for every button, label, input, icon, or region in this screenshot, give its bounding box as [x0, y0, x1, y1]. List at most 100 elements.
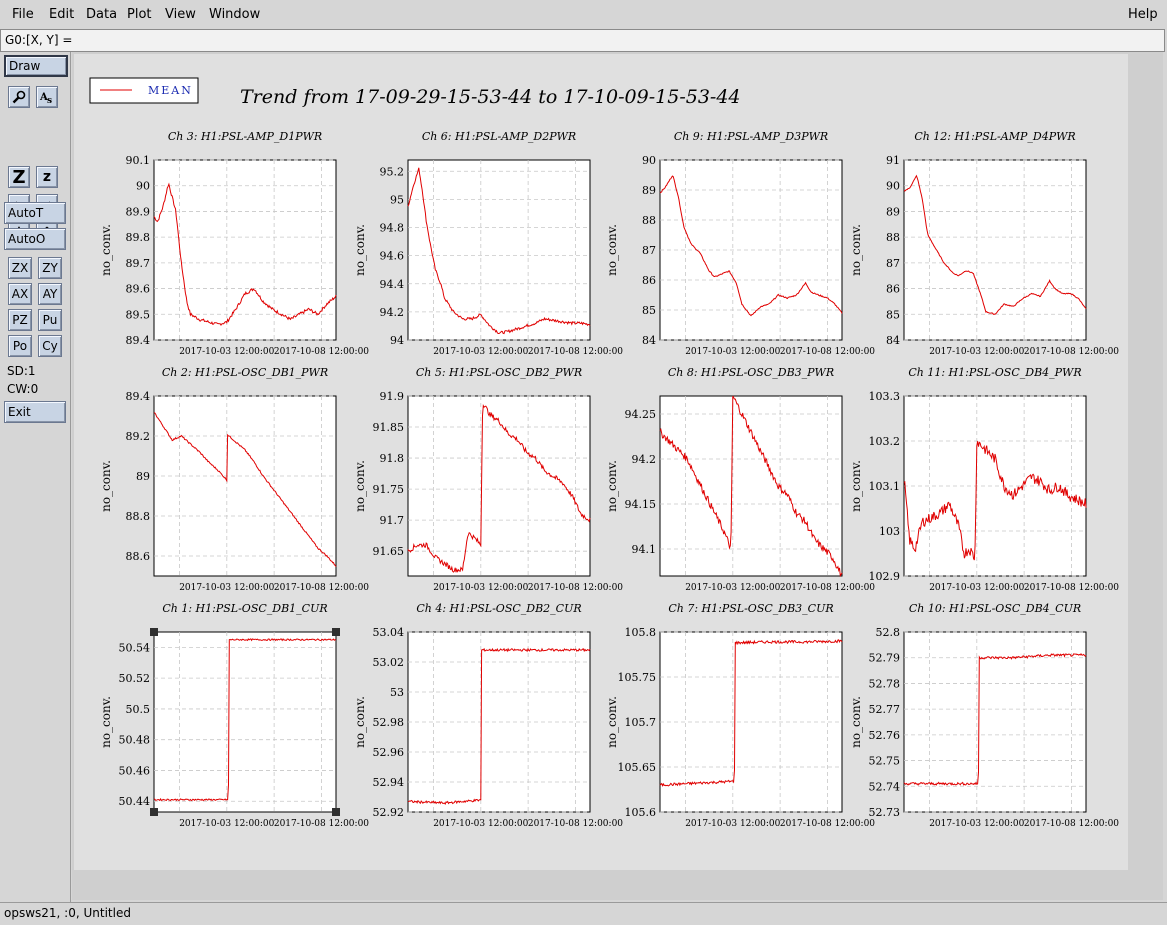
- y-tick-label: 103.3: [869, 390, 901, 403]
- chart-panel[interactable]: Ch 10: H1:PSL-OSC_DB4_CUR 52.8 52.79 52.78 5…: [849, 602, 1119, 829]
- chart-panel[interactable]: Ch 4: H1:PSL-OSC_DB2_CUR 53.04 53.02 53 52.9…: [353, 602, 623, 829]
- chart-panel[interactable]: Ch 11: H1:PSL-OSC_DB4_PWR 103.3 103.2 103.1…: [849, 366, 1119, 593]
- chart-panel[interactable]: Ch 7: H1:PSL-OSC_DB3_CUR 105.8 105.75 105.7…: [605, 602, 875, 829]
- chart-panel[interactable]: Ch 2: H1:PSL-OSC_DB1_PWR 89.4 89.2 89 88.8 88…: [99, 366, 369, 593]
- menu-view[interactable]: View: [165, 7, 196, 22]
- series-line: [407, 647, 591, 805]
- y-tick-label: 52.74: [869, 780, 901, 793]
- chart-title: Ch 6: H1:PSL-AMP_D2PWR: [422, 130, 576, 143]
- magnify-icon[interactable]: [8, 86, 30, 108]
- y-axis-label: no_conv.: [353, 224, 367, 276]
- y-tick-label: 91: [886, 154, 900, 167]
- x-tick-label: 2017-10-08 12:00:00: [528, 583, 623, 593]
- draw-button[interactable]: Draw: [4, 55, 68, 77]
- y-tick-label: 52.96: [373, 746, 405, 759]
- menu-data[interactable]: Data: [86, 7, 118, 22]
- sd-label: SD:1: [7, 364, 36, 378]
- y-tick-label: 90: [886, 180, 900, 193]
- chart-panel[interactable]: Ch 8: H1:PSL-OSC_DB3_PWR 94.25 94.2 94.15 94…: [605, 366, 875, 593]
- y-tick-label: 85: [886, 308, 900, 321]
- y-axis-label: no_conv.: [353, 460, 367, 512]
- zoom-out-icon[interactable]: z: [36, 166, 58, 188]
- y-tick-label: 91.75: [373, 483, 405, 496]
- y-axis-label: no_conv.: [99, 696, 113, 748]
- y-tick-label: 103: [879, 525, 900, 538]
- y-tick-label: 94.6: [380, 250, 405, 263]
- chart-panel[interactable]: Ch 3: H1:PSL-AMP_D1PWR 90.1 90 89.9 89.8 89.7…: [99, 130, 369, 357]
- zoom-in-icon[interactable]: Z: [8, 166, 30, 188]
- exit-button[interactable]: Exit: [4, 401, 66, 423]
- zy-button[interactable]: ZY: [38, 257, 62, 279]
- y-tick-label: 91.85: [373, 421, 405, 434]
- series-line: [153, 182, 337, 327]
- chart-title: Ch 11: H1:PSL-OSC_DB4_PWR: [908, 366, 1081, 379]
- y-axis-label: no_conv.: [605, 696, 619, 748]
- y-tick-label: 89: [886, 205, 900, 218]
- x-tick-label: 2017-10-03 12:00:00: [433, 583, 528, 593]
- series-line: [407, 404, 591, 573]
- y-tick-label: 89.7: [126, 257, 151, 270]
- zx-button[interactable]: ZX: [8, 257, 32, 279]
- autoo-button[interactable]: AutoO: [4, 228, 66, 250]
- autot-button[interactable]: AutoT: [4, 202, 66, 224]
- chart-panel[interactable]: Ch 6: H1:PSL-AMP_D2PWR 95.2 95 94.8 94.6 94.4…: [353, 130, 623, 357]
- y-tick-label: 88.6: [126, 550, 151, 563]
- page-title: Trend from 17-09-29-15-53-44 to 17-10-09…: [240, 86, 741, 108]
- selection-handle[interactable]: [332, 808, 340, 816]
- pu-button[interactable]: Pu: [38, 309, 62, 331]
- chart-title: Ch 4: H1:PSL-OSC_DB2_CUR: [416, 602, 581, 615]
- cw-label: CW:0: [7, 382, 39, 396]
- chart-panel[interactable]: Ch 12: H1:PSL-AMP_D4PWR 91 90 89 88 87 86 85 84 2…: [849, 130, 1119, 357]
- y-tick-label: 91.8: [380, 452, 405, 465]
- series-line: [903, 653, 1087, 786]
- x-tick-label: 2017-10-08 12:00:00: [528, 819, 623, 829]
- series-line: [407, 167, 591, 335]
- status-bar: opsws21, :0, Untitled: [0, 902, 1167, 925]
- y-tick-label: 94.8: [380, 222, 405, 235]
- y-tick-label: 50.48: [119, 734, 151, 747]
- plot-canvas[interactable]: MEAN Trend from 17-09-29-15-53-44 to 17-…: [74, 54, 1128, 870]
- chart-panel[interactable]: Ch 9: H1:PSL-AMP_D3PWR 90 89 88 87 86 85 84 2017…: [605, 130, 875, 357]
- ax-button[interactable]: AX: [8, 283, 32, 305]
- y-tick-label: 103.1: [869, 480, 901, 493]
- y-tick-label: 95: [390, 193, 404, 206]
- y-tick-label: 94.2: [380, 306, 405, 319]
- y-tick-label: 105.75: [618, 671, 657, 684]
- chart-panel[interactable]: Ch 1: H1:PSL-OSC_DB1_CUR 50.54 50.52 50.5 50…: [99, 602, 369, 829]
- cy-button[interactable]: Cy: [38, 335, 62, 357]
- y-tick-label: 89.5: [126, 308, 151, 321]
- y-tick-label: 52.98: [373, 716, 405, 729]
- ay-button[interactable]: AY: [38, 283, 62, 305]
- menu-file[interactable]: File: [12, 7, 34, 22]
- menu-plot[interactable]: Plot: [127, 7, 152, 22]
- selection-handle[interactable]: [150, 628, 158, 636]
- pz-button[interactable]: PZ: [8, 309, 32, 331]
- menu-bar: File Edit Data Plot View Window Help: [0, 0, 1167, 28]
- y-tick-label: 84: [642, 334, 656, 347]
- y-tick-label: 84: [886, 334, 900, 347]
- y-tick-label: 52.79: [869, 652, 901, 665]
- series-line: [659, 639, 843, 788]
- y-tick-label: 94.25: [625, 408, 657, 421]
- menu-edit[interactable]: Edit: [49, 7, 75, 22]
- series-line: [903, 441, 1087, 561]
- y-tick-label: 91.9: [380, 390, 405, 403]
- menu-help[interactable]: Help: [1128, 7, 1158, 22]
- y-tick-label: 52.73: [869, 806, 901, 819]
- y-axis-label: no_conv.: [99, 224, 113, 276]
- menu-window[interactable]: Window: [209, 7, 261, 22]
- selection-handle[interactable]: [150, 808, 158, 816]
- series-line: [659, 395, 843, 578]
- y-tick-label: 89.4: [126, 390, 151, 403]
- y-tick-label: 105.65: [618, 761, 657, 774]
- y-axis-label: no_conv.: [849, 696, 863, 748]
- y-tick-label: 53: [390, 686, 404, 699]
- y-tick-label: 94: [390, 334, 404, 347]
- po-button[interactable]: Po: [8, 335, 32, 357]
- series-line: [659, 175, 843, 317]
- x-tick-label: 2017-10-03 12:00:00: [433, 347, 528, 357]
- y-tick-label: 103.2: [869, 435, 901, 448]
- selection-handle[interactable]: [332, 628, 340, 636]
- chart-panel[interactable]: Ch 5: H1:PSL-OSC_DB2_PWR 91.9 91.85 91.8 91.…: [353, 366, 623, 593]
